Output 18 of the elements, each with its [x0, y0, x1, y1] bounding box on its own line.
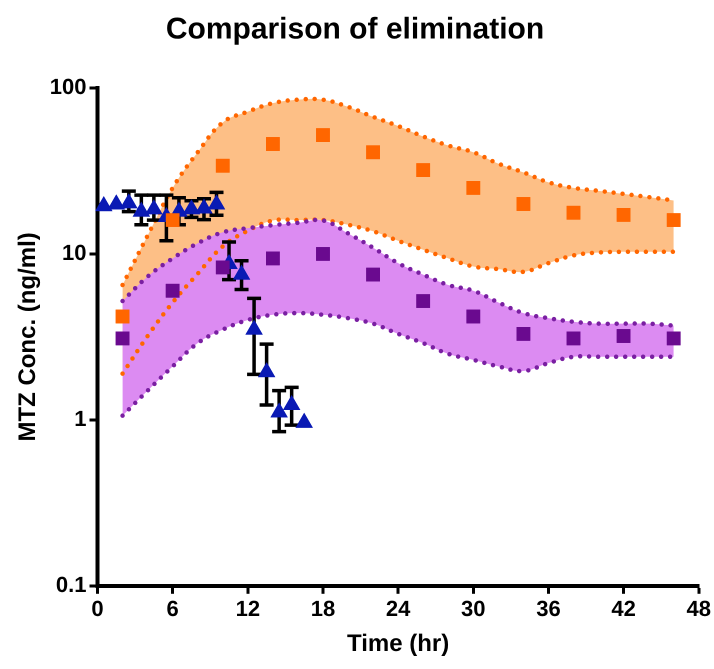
y-tick-label: 100: [50, 74, 87, 100]
x-tick-label: 24: [386, 596, 412, 622]
y-axis-title: MTZ Conc. (ng/ml): [14, 232, 42, 442]
y-tick-label: 1: [74, 406, 87, 431]
x-tick-label: 48: [686, 596, 712, 622]
y-tick-label: 10: [62, 240, 87, 265]
x-tick-label: 12: [236, 596, 260, 622]
x-tick-label: 0: [91, 596, 104, 622]
line-series: [120, 217, 676, 376]
x-tick-label: 36: [536, 596, 561, 622]
x-tick-label: 42: [611, 596, 636, 622]
chart-title: Comparison of elimination: [166, 12, 544, 46]
x-tick-label: 18: [310, 596, 336, 622]
x-axis-title: Time (hr): [347, 630, 450, 658]
y-tick-label: 0.1: [56, 572, 87, 597]
x-tick-label: 6: [166, 596, 179, 622]
line-series: [120, 218, 676, 328]
x-tick-label: 30: [461, 596, 486, 622]
